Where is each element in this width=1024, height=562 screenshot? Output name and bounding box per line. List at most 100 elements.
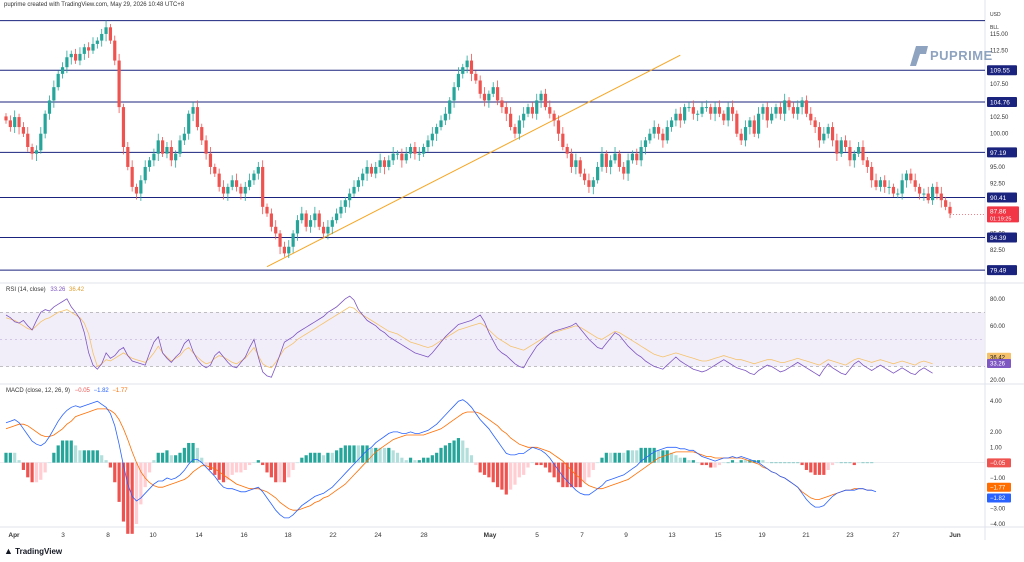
candle [221, 186, 226, 194]
candle [643, 140, 648, 147]
candle [269, 213, 273, 227]
candle [165, 147, 169, 154]
macd-histogram-bar [234, 462, 239, 473]
macd-histogram-bar [591, 462, 595, 470]
candle [321, 226, 326, 234]
last-price-label: 87.86 [990, 208, 1007, 215]
macd-histogram-bar [817, 462, 822, 475]
candle [265, 206, 269, 214]
macd-histogram-bar [739, 460, 743, 463]
candle [874, 180, 878, 187]
macd-histogram-bar [530, 462, 534, 464]
macd-tick-label: 1.00 [990, 445, 1002, 451]
candle [565, 147, 569, 154]
rsi-sma-value: 36.42 [69, 287, 85, 293]
macd-histogram-bar [495, 462, 500, 488]
candle [639, 147, 643, 161]
candle [522, 113, 526, 121]
candle [104, 27, 108, 34]
date-tick-label: 19 [758, 532, 766, 539]
candle [617, 153, 621, 167]
macd-histogram-bar [408, 457, 413, 463]
candle [408, 147, 413, 154]
date-tick-label: 16 [240, 532, 248, 539]
candle [378, 160, 382, 167]
candle [800, 100, 804, 108]
candle [561, 133, 565, 147]
candle [852, 153, 856, 161]
candle [778, 107, 782, 114]
macd-histogram-bar [100, 455, 104, 463]
macd-histogram-bar [152, 460, 156, 463]
candle [600, 153, 604, 167]
macd-histogram-bar [452, 440, 456, 463]
candle [761, 107, 765, 114]
candle [783, 100, 787, 114]
macd-histogram-bar [395, 452, 400, 463]
puprime-brand: PUPRIME [930, 48, 993, 63]
candle [282, 246, 287, 254]
puprime-watermark: PUPRIME [908, 44, 1008, 68]
candle [535, 100, 539, 114]
macd-histogram-bar [822, 462, 826, 475]
candle [896, 193, 900, 195]
macd-histogram-bar [261, 462, 265, 466]
macd-histogram-bar [21, 462, 26, 470]
macd-histogram-bar [69, 440, 73, 463]
candle [356, 180, 360, 187]
candle [696, 113, 700, 115]
candle [304, 213, 308, 227]
macd-histogram-bar [108, 462, 113, 468]
candle [248, 180, 252, 187]
macd-histogram-bar [422, 457, 426, 463]
last-price-badge [987, 206, 1019, 223]
candle [604, 153, 608, 167]
candle [630, 153, 635, 161]
macd-histogram-bar [47, 462, 52, 464]
candle [574, 160, 578, 167]
macd-histogram-bar [809, 462, 813, 473]
macd-histogram-bar [252, 462, 256, 464]
macd-histogram-bar [778, 462, 782, 464]
macd-histogram-bar [448, 442, 452, 463]
macd-histogram-bar [548, 462, 552, 473]
price-tick-label: 92.50 [990, 182, 1006, 188]
macd-histogram-bar [722, 462, 726, 464]
date-tick-label: 9 [624, 532, 628, 539]
rsi-badge-label: 33.26 [990, 362, 1006, 368]
candle [278, 233, 282, 247]
candle [487, 93, 491, 101]
date-tick-label: 3 [61, 532, 65, 539]
tradingview-footer[interactable]: ▲ TradingView [4, 546, 62, 556]
macd-histogram-bar [522, 462, 526, 475]
macd-histogram-bar [126, 462, 130, 534]
candle [609, 160, 613, 167]
macd-tick-label: −1.00 [990, 476, 1006, 482]
candle [591, 180, 595, 187]
candle [843, 140, 848, 147]
macd-histogram-bar [291, 462, 295, 470]
candle [435, 127, 439, 134]
macd-histogram-bar [535, 462, 539, 466]
candle [13, 117, 17, 128]
candle [217, 173, 221, 187]
candle [178, 140, 182, 154]
candle [717, 107, 722, 114]
candle [295, 220, 300, 234]
candle [861, 147, 865, 161]
macd-histogram-bar [243, 462, 247, 470]
candle [709, 107, 713, 114]
candle [374, 166, 378, 174]
macd-histogram-bar [265, 462, 269, 473]
candle [830, 127, 835, 141]
candle [161, 140, 165, 154]
level-badge-label: 109.55 [990, 68, 1010, 75]
candle [495, 87, 500, 101]
candle [252, 173, 256, 181]
candle [804, 100, 809, 114]
candle [739, 133, 743, 141]
candle [461, 67, 465, 74]
date-tick-label: 22 [329, 532, 337, 539]
candle [335, 213, 339, 221]
macd-histogram-bar [287, 462, 291, 478]
